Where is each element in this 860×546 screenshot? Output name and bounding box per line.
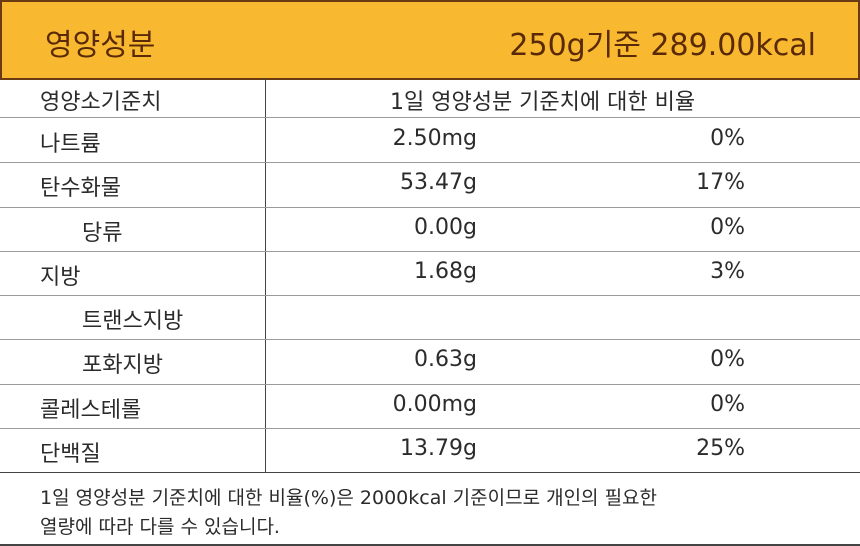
footer-note: 1일 영양성분 기준치에 대한 비율(%)은 2000kcal 기준이므로 개인… — [40, 487, 658, 509]
amount: 0.63g — [414, 347, 477, 373]
column-header: 영양소기준치 — [40, 90, 162, 115]
percent: 0% — [710, 214, 745, 240]
nutrient-name: 포화지방 — [82, 353, 163, 379]
amount: 0.00mg — [392, 391, 477, 417]
amount: 13.79g — [400, 435, 477, 461]
nutrient-name: 나트륨 — [40, 132, 101, 157]
nutrient-name: 당류 — [82, 220, 123, 246]
header-bar: 영양성분 250g기준 289.00kcal — [0, 0, 860, 80]
column-header: 1일 영양성분 기준치에 대한 비율 — [390, 90, 696, 115]
percent: 0% — [710, 391, 745, 417]
amount: 53.47g — [400, 170, 477, 196]
percent: 0% — [710, 347, 745, 373]
row-line — [0, 206, 860, 208]
row-line — [0, 117, 860, 118]
amount: 2.50mg — [392, 126, 477, 151]
row-line — [0, 339, 860, 341]
row-line — [0, 250, 860, 252]
header-basis: 250g기준 289.00kcal — [509, 28, 816, 63]
row-line — [0, 427, 860, 429]
percent: 25% — [696, 435, 745, 461]
amount: 1.68g — [414, 258, 477, 284]
row-line — [0, 383, 860, 385]
header-title: 영양성분 — [45, 28, 156, 63]
footer-note: 열량에 따라 다를 수 있습니다. — [40, 516, 280, 538]
percent: 3% — [710, 258, 745, 284]
nutrient-name: 콜레스테롤 — [40, 397, 142, 423]
row-line — [0, 162, 860, 164]
percent: 17% — [696, 170, 745, 196]
bottom-border — [0, 544, 860, 546]
nutrient-name: 탄수화물 — [40, 176, 121, 202]
nutrient-name: 지방 — [40, 264, 81, 290]
nutrient-name: 단백질 — [40, 441, 101, 467]
nutrient-name: 트랜스지방 — [82, 309, 184, 334]
amount: 0.00g — [414, 214, 477, 240]
percent: 0% — [710, 126, 745, 151]
row-line — [0, 472, 860, 473]
row-line — [0, 295, 860, 296]
column-divider — [265, 78, 266, 472]
